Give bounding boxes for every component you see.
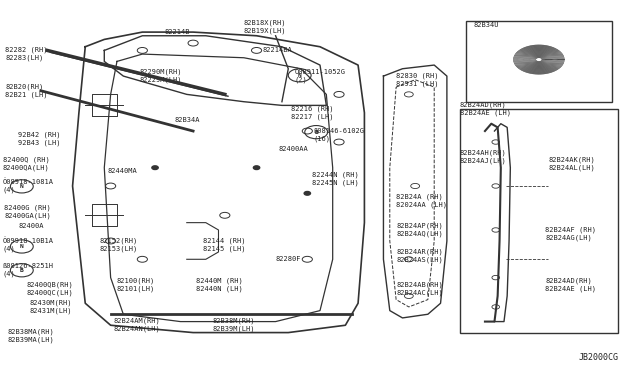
Text: 82B20(RH)
82B21 (LH): 82B20(RH) 82B21 (LH) (5, 83, 48, 98)
Circle shape (304, 192, 310, 195)
Text: N: N (20, 184, 24, 189)
Text: N: N (20, 244, 24, 249)
Text: ß08146-6102G
(16): ß08146-6102G (16) (314, 128, 365, 142)
Text: 92B42 (RH)
92B43 (LH): 92B42 (RH) 92B43 (LH) (18, 131, 61, 145)
Text: Ô09918-10B1A
(4): Ô09918-10B1A (4) (3, 237, 54, 252)
Text: JB2000CG: JB2000CG (578, 353, 618, 362)
Text: 82400Q (RH)
82400QA(LH): 82400Q (RH) 82400QA(LH) (3, 157, 49, 171)
Text: 82430M(RH)
82431M(LH): 82430M(RH) 82431M(LH) (29, 300, 72, 314)
Text: 82400G (RH)
82400GA(LH): 82400G (RH) 82400GA(LH) (4, 204, 51, 219)
Text: 82B38M(RH)
82B39M(LH): 82B38M(RH) 82B39M(LH) (212, 318, 255, 333)
Bar (466, 21, 612, 102)
Text: 82B24AR(RH)
82B24AS(LH): 82B24AR(RH) 82B24AS(LH) (396, 248, 443, 263)
Text: B: B (314, 129, 318, 135)
Text: 82152(RH)
82153(LH): 82152(RH) 82153(LH) (99, 237, 138, 252)
Text: B: B (20, 268, 24, 273)
Text: 82B24AM(RH)
82B24AN(LH): 82B24AM(RH) 82B24AN(LH) (114, 318, 161, 333)
Text: 82214BA: 82214BA (263, 47, 292, 54)
Text: Ô08911-1052G
(2): Ô08911-1052G (2) (294, 69, 346, 83)
Text: 82216 (RH)
82217 (LH): 82216 (RH) 82217 (LH) (291, 105, 334, 120)
Text: 82B24AK(RH)
82B24AL(LH): 82B24AK(RH) 82B24AL(LH) (548, 157, 595, 171)
Text: ß08126-8251H
(4): ß08126-8251H (4) (3, 263, 54, 277)
Text: 82B24AP(RH)
82B24AQ(LH): 82B24AP(RH) 82B24AQ(LH) (396, 223, 443, 237)
Text: 82440M (RH)
82440N (LH): 82440M (RH) 82440N (LH) (196, 278, 243, 292)
Text: 82144 (RH)
82145 (LH): 82144 (RH) 82145 (LH) (203, 237, 245, 252)
Bar (460, 109, 618, 333)
Text: 82830 (RH)
82931 (LH): 82830 (RH) 82931 (LH) (396, 73, 438, 87)
Text: 82400A: 82400A (19, 223, 44, 229)
Text: N: N (298, 73, 301, 78)
Circle shape (253, 166, 260, 170)
Text: 82280F: 82280F (276, 256, 301, 262)
Text: 82282 (RH)
82283(LH): 82282 (RH) 82283(LH) (5, 47, 48, 61)
Text: 82B24AB(RH)
82B24AC(LH): 82B24AB(RH) 82B24AC(LH) (396, 281, 443, 296)
Text: 82290M(RH)
82229M(LH): 82290M(RH) 82229M(LH) (139, 69, 182, 83)
Text: 82440MA: 82440MA (108, 169, 137, 174)
Text: 82B24A (RH)
82024AA (LH): 82B24A (RH) 82024AA (LH) (396, 193, 447, 208)
Text: 82B24AD(RH)
82B24AE (LH): 82B24AD(RH) 82B24AE (LH) (460, 102, 511, 116)
Text: 82B34A: 82B34A (174, 117, 200, 123)
Text: 82244N (RH)
82245N (LH): 82244N (RH) 82245N (LH) (312, 171, 359, 186)
Text: 82B24AH(RH)
82B24AJ(LH): 82B24AH(RH) 82B24AJ(LH) (460, 150, 506, 164)
Text: 82400QB(RH)
82400QC(LH): 82400QB(RH) 82400QC(LH) (27, 281, 74, 296)
Circle shape (152, 166, 158, 170)
Text: 82B24AF (RH)
82B24AG(LH): 82B24AF (RH) 82B24AG(LH) (545, 227, 596, 241)
Text: 82B34U: 82B34U (474, 22, 499, 28)
Text: 82100(RH)
82101(LH): 82100(RH) 82101(LH) (117, 278, 156, 292)
Text: 82B24AD(RH)
82B24AE (LH): 82B24AD(RH) 82B24AE (LH) (545, 278, 596, 292)
Text: 82B38MA(RH)
82B39MA(LH): 82B38MA(RH) 82B39MA(LH) (8, 329, 54, 343)
Text: 82400AA: 82400AA (279, 146, 308, 153)
Text: Ô08918-1081A
(4): Ô08918-1081A (4) (3, 179, 54, 193)
Text: 82B18X(RH)
82B19X(LH): 82B18X(RH) 82B19X(LH) (244, 19, 286, 34)
Text: 82214B: 82214B (164, 29, 190, 35)
